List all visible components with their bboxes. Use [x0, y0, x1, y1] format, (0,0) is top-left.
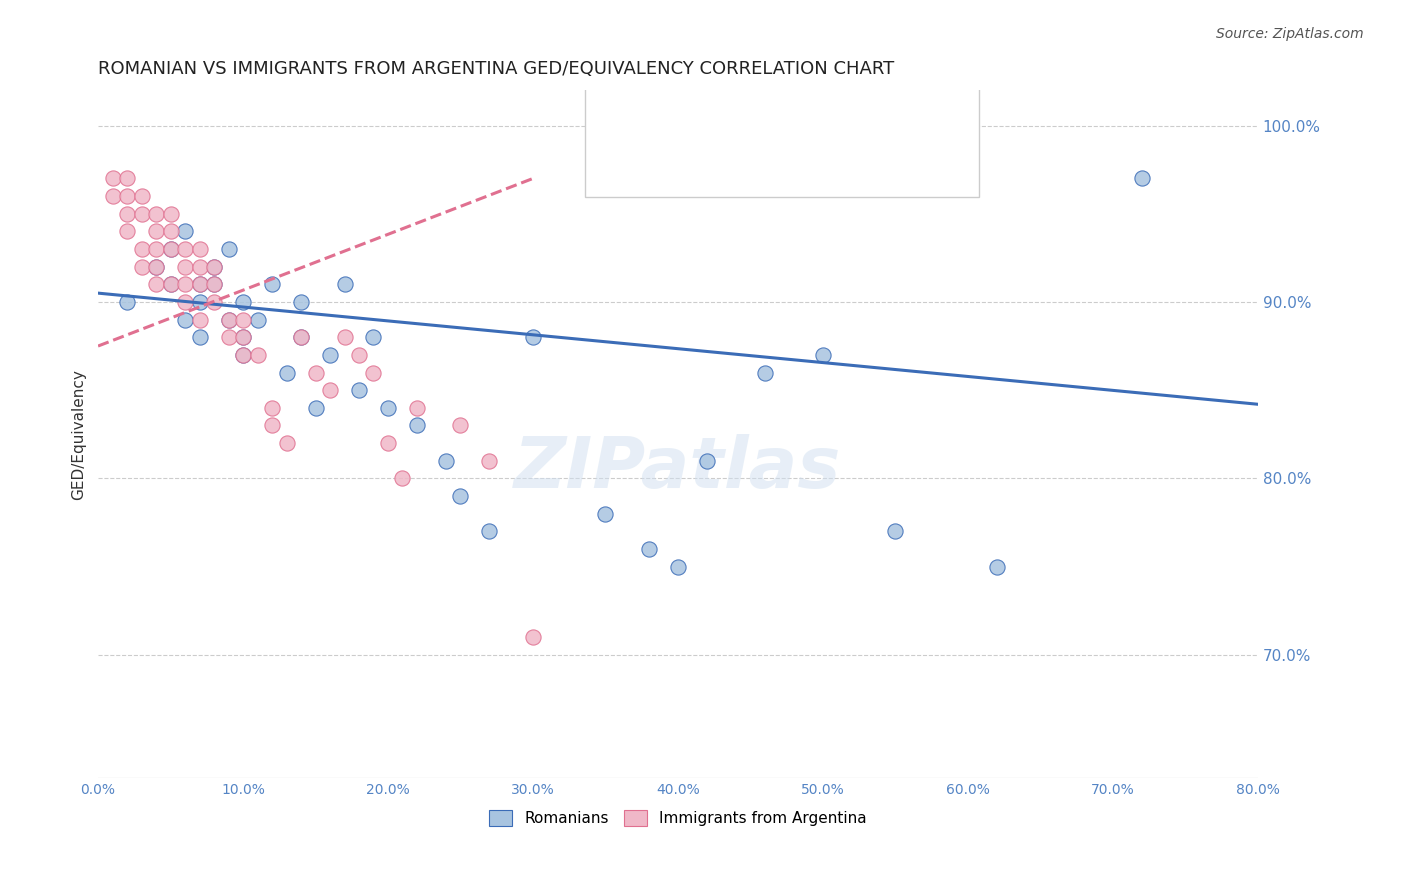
Point: [145, 242, 167, 256]
Point: [666, 559, 689, 574]
Point: [202, 277, 225, 292]
Point: [450, 489, 472, 503]
Point: [188, 277, 211, 292]
Point: [232, 348, 254, 362]
Point: [174, 295, 197, 310]
Point: [347, 348, 370, 362]
Point: [202, 260, 225, 274]
Point: [377, 401, 399, 415]
Point: [174, 277, 197, 292]
Point: [115, 207, 138, 221]
Point: [276, 436, 298, 450]
FancyBboxPatch shape: [585, 87, 980, 197]
Point: [391, 471, 413, 485]
Point: [304, 366, 326, 380]
Point: [260, 277, 283, 292]
Point: [174, 260, 197, 274]
Point: [174, 224, 197, 238]
Point: [115, 189, 138, 203]
Point: [159, 277, 181, 292]
Point: [131, 260, 153, 274]
Point: [232, 330, 254, 344]
Point: [232, 348, 254, 362]
Point: [218, 242, 240, 256]
Point: [696, 453, 718, 467]
Point: [145, 207, 167, 221]
Point: [159, 242, 181, 256]
Point: [101, 171, 124, 186]
Point: [159, 224, 181, 238]
Point: [260, 401, 283, 415]
Point: [377, 436, 399, 450]
Point: [188, 312, 211, 326]
Point: [290, 330, 312, 344]
Point: [522, 630, 544, 644]
Point: [202, 260, 225, 274]
Point: [986, 559, 1008, 574]
Point: [754, 366, 776, 380]
Point: [145, 277, 167, 292]
Point: [478, 524, 501, 539]
Point: [131, 189, 153, 203]
Point: [159, 277, 181, 292]
Point: [434, 453, 457, 467]
Point: [319, 348, 342, 362]
Point: [101, 189, 124, 203]
Point: [290, 330, 312, 344]
Point: [406, 401, 429, 415]
Point: [174, 242, 197, 256]
Text: ROMANIAN VS IMMIGRANTS FROM ARGENTINA GED/EQUIVALENCY CORRELATION CHART: ROMANIAN VS IMMIGRANTS FROM ARGENTINA GE…: [98, 60, 894, 78]
Point: [1130, 171, 1153, 186]
Point: [115, 171, 138, 186]
Point: [595, 507, 617, 521]
Point: [347, 383, 370, 397]
Text: Source: ZipAtlas.com: Source: ZipAtlas.com: [1216, 27, 1364, 41]
Point: [202, 277, 225, 292]
Text: ZIPatlas: ZIPatlas: [515, 434, 842, 503]
Point: [363, 366, 385, 380]
Point: [811, 348, 834, 362]
Point: [333, 330, 356, 344]
Point: [246, 348, 269, 362]
Point: [319, 383, 342, 397]
Point: [290, 295, 312, 310]
Point: [188, 277, 211, 292]
Point: [232, 330, 254, 344]
Point: [115, 295, 138, 310]
Point: [131, 207, 153, 221]
Point: [246, 312, 269, 326]
Point: [522, 330, 544, 344]
Point: [188, 242, 211, 256]
Point: [363, 330, 385, 344]
Point: [406, 418, 429, 433]
Point: [232, 295, 254, 310]
Legend: Romanians, Immigrants from Argentina: Romanians, Immigrants from Argentina: [484, 805, 873, 832]
Point: [884, 524, 907, 539]
Point: [450, 418, 472, 433]
Point: [304, 401, 326, 415]
Point: [478, 453, 501, 467]
Point: [145, 224, 167, 238]
Point: [174, 312, 197, 326]
Point: [159, 242, 181, 256]
Point: [145, 260, 167, 274]
Point: [131, 242, 153, 256]
Point: [145, 260, 167, 274]
Y-axis label: GED/Equivalency: GED/Equivalency: [72, 368, 86, 500]
Point: [218, 312, 240, 326]
Point: [188, 260, 211, 274]
Point: [276, 366, 298, 380]
Point: [188, 295, 211, 310]
Point: [202, 295, 225, 310]
Point: [115, 224, 138, 238]
Point: [260, 418, 283, 433]
Point: [638, 541, 661, 556]
Point: [218, 312, 240, 326]
Point: [218, 330, 240, 344]
Point: [232, 312, 254, 326]
Point: [188, 330, 211, 344]
Point: [333, 277, 356, 292]
Point: [159, 207, 181, 221]
